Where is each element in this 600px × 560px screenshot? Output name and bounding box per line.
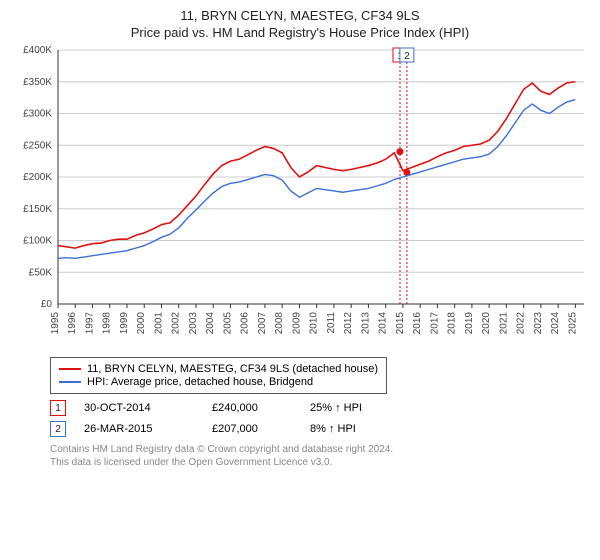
attribution-line2: This data is licensed under the Open Gov… [50,456,588,469]
svg-text:2003: 2003 [188,312,199,335]
transaction-table: 1 30-OCT-2014 £240,000 25% ↑ HPI 2 26-MAR-201… [50,400,588,437]
svg-text:2019: 2019 [464,312,475,335]
transaction-price: £240,000 [212,402,292,414]
title-block: 11, BRYN CELYN, MAESTEG, CF34 9LS Price … [12,8,588,40]
svg-text:1995: 1995 [50,312,61,335]
svg-text:£100K: £100K [23,236,52,247]
svg-text:£400K: £400K [23,46,52,56]
legend-label: 11, BRYN CELYN, MAESTEG, CF34 9LS (detac… [87,363,378,375]
svg-text:2004: 2004 [205,312,216,335]
title-line2: Price paid vs. HM Land Registry's House … [12,25,588,40]
svg-text:2008: 2008 [274,312,285,335]
svg-text:2006: 2006 [240,312,251,335]
legend-label: HPI: Average price, detached house, Brid… [87,376,313,388]
chart-container: 11, BRYN CELYN, MAESTEG, CF34 9LS Price … [0,0,600,560]
svg-text:2016: 2016 [412,312,423,335]
transaction-marker: 1 [50,400,66,416]
legend-swatch [59,381,81,383]
svg-text:2: 2 [404,51,410,62]
svg-text:2024: 2024 [550,312,561,335]
svg-text:1998: 1998 [102,312,113,335]
svg-text:2000: 2000 [136,312,147,335]
svg-text:2012: 2012 [343,312,354,335]
svg-text:2001: 2001 [153,312,164,335]
svg-text:2017: 2017 [429,312,440,335]
svg-text:2009: 2009 [291,312,302,335]
svg-text:2002: 2002 [171,312,182,335]
svg-text:2015: 2015 [395,312,406,335]
transaction-date: 30-OCT-2014 [84,402,194,414]
line-chart: £0 £50K £100K £150K £200K £250K £300K £350K £400… [12,46,588,346]
svg-text:2020: 2020 [481,312,492,335]
svg-text:2025: 2025 [567,312,578,335]
svg-text:2013: 2013 [360,312,371,335]
chart-area: £0 £50K £100K £150K £200K £250K £300K £350K £400… [12,46,588,351]
svg-text:2005: 2005 [222,312,233,335]
legend: 11, BRYN CELYN, MAESTEG, CF34 9LS (detac… [50,357,387,394]
legend-row: 11, BRYN CELYN, MAESTEG, CF34 9LS (detac… [59,363,378,375]
svg-text:2021: 2021 [498,312,509,335]
svg-text:£0: £0 [41,299,53,310]
transaction-price: £207,000 [212,423,292,435]
svg-text:1999: 1999 [119,312,130,335]
svg-text:2022: 2022 [516,312,527,335]
svg-text:2014: 2014 [378,312,389,335]
svg-text:1996: 1996 [67,312,78,335]
svg-text:1997: 1997 [84,312,95,335]
svg-text:2010: 2010 [309,312,320,335]
svg-text:2018: 2018 [447,312,458,335]
svg-text:2023: 2023 [533,312,544,335]
transaction-marker: 2 [50,421,66,437]
legend-row: HPI: Average price, detached house, Brid… [59,376,378,388]
title-line1: 11, BRYN CELYN, MAESTEG, CF34 9LS [12,8,588,23]
attribution-line1: Contains HM Land Registry data © Crown c… [50,443,588,456]
svg-text:£250K: £250K [23,140,52,151]
svg-text:£350K: £350K [23,77,52,88]
transaction-hpi: 8% ↑ HPI [310,423,390,435]
legend-swatch [59,368,81,370]
svg-text:£50K: £50K [29,267,53,278]
transaction-hpi: 25% ↑ HPI [310,402,390,414]
transaction-row: 1 30-OCT-2014 £240,000 25% ↑ HPI [50,400,588,416]
svg-text:£300K: £300K [23,109,52,120]
transaction-row: 2 26-MAR-2015 £207,000 8% ↑ HPI [50,421,588,437]
svg-text:£200K: £200K [23,172,52,183]
svg-text:£150K: £150K [23,204,52,215]
attribution: Contains HM Land Registry data © Crown c… [50,443,588,469]
transaction-date: 26-MAR-2015 [84,423,194,435]
svg-text:2011: 2011 [326,312,337,334]
svg-text:2007: 2007 [257,312,268,335]
